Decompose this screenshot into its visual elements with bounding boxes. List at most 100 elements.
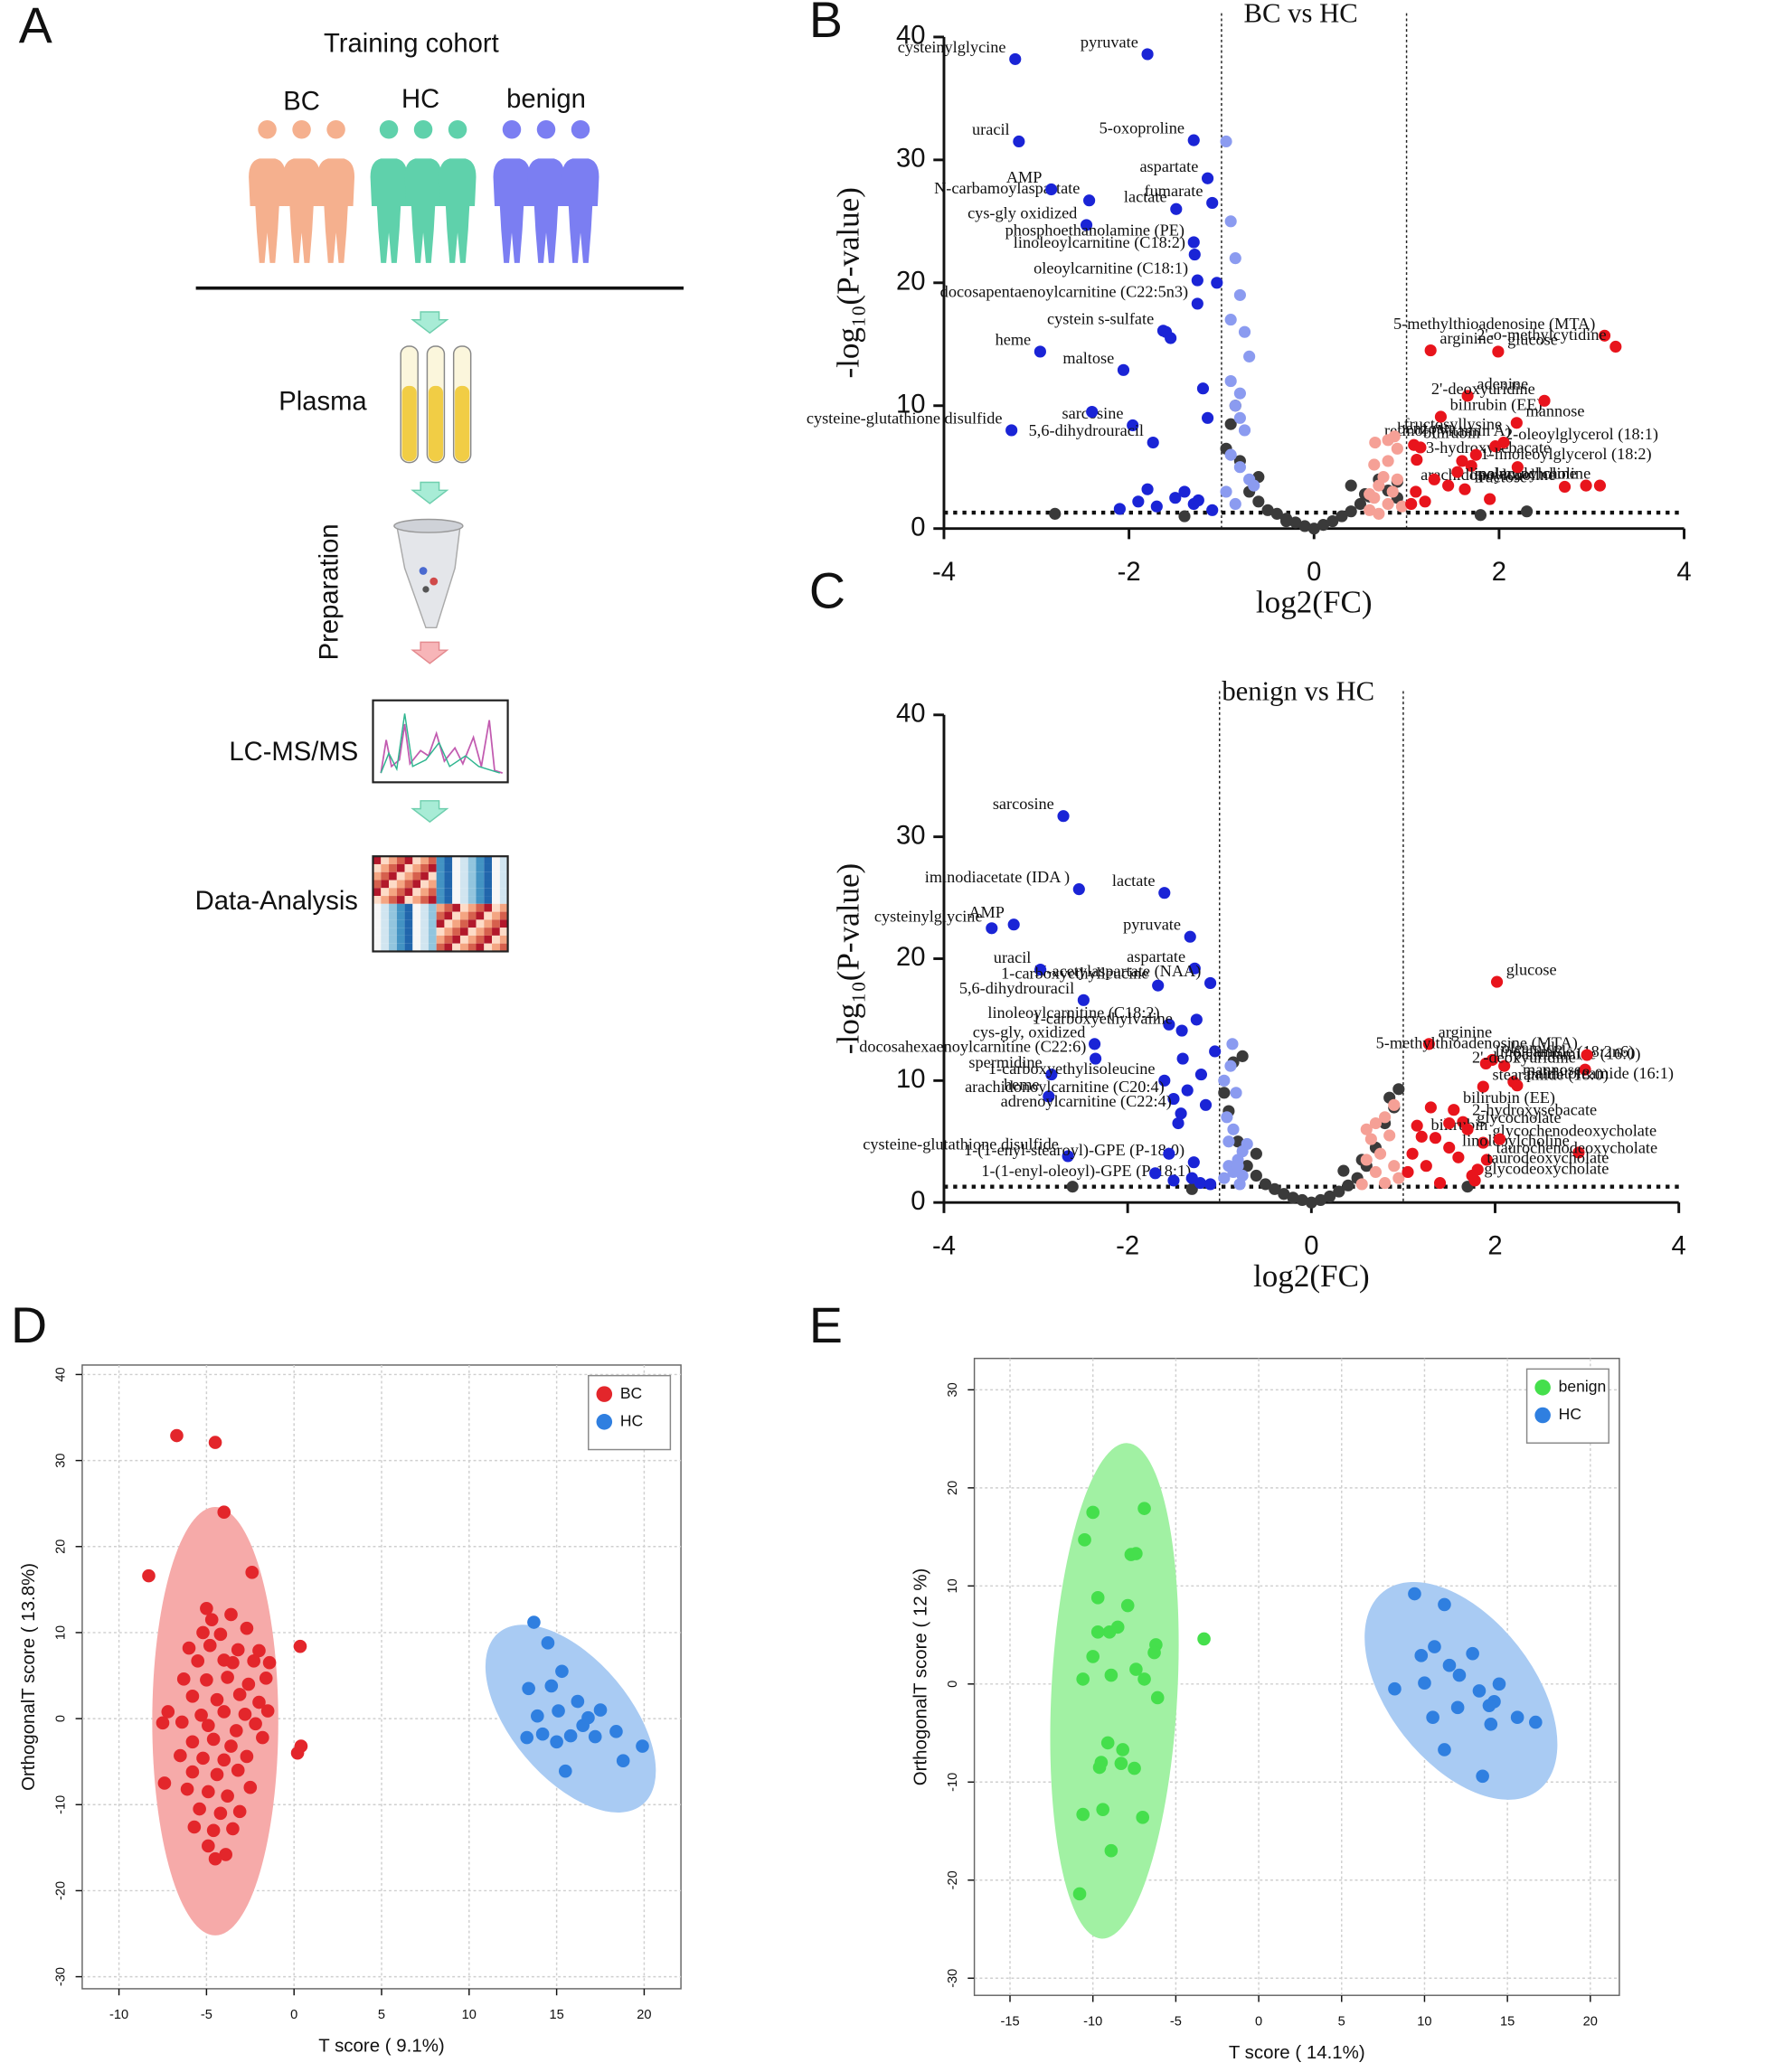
data-point [1579, 1063, 1591, 1076]
data-point [1158, 1074, 1171, 1087]
step-label: Data-Analysis [195, 887, 358, 916]
point-label: N-acetylaspartate (NAA) [1034, 962, 1201, 981]
arrow [411, 481, 449, 504]
point-label: pyruvate [1123, 916, 1181, 934]
y-tick-label: 10 [896, 1065, 926, 1094]
point-label: phosphoethanolamine (PE) [1005, 221, 1185, 240]
x-tick-label: 20 [637, 2008, 651, 2022]
data-point [1080, 219, 1093, 231]
heat-cell [444, 943, 453, 952]
data-point [1369, 1116, 1383, 1130]
data-point [1422, 1038, 1435, 1050]
heat-cell [396, 903, 405, 912]
x-tick-label: 10 [1417, 2014, 1431, 2029]
data-point [176, 1672, 191, 1686]
heat-cell [436, 919, 445, 928]
data-point [1232, 1135, 1244, 1148]
data-point [1086, 405, 1099, 419]
data-point [213, 1806, 228, 1821]
heat-cell [499, 880, 508, 889]
data-point [224, 1607, 238, 1622]
data-point [224, 1739, 238, 1753]
data-point [238, 1708, 252, 1721]
data-point [1204, 976, 1217, 990]
data-point [1414, 1649, 1429, 1662]
panel-label: A [19, 0, 52, 53]
heat-cell [499, 928, 508, 936]
heat-cell [499, 911, 508, 920]
data-point [1110, 1620, 1125, 1634]
data-point [1238, 424, 1251, 437]
data-point [1078, 1533, 1091, 1547]
data-point [1538, 394, 1551, 407]
data-point [1077, 994, 1090, 1006]
plasma [401, 385, 417, 462]
heat-cell [404, 911, 413, 920]
data-point [1490, 975, 1504, 988]
data-point [1443, 1141, 1456, 1154]
point-label: linoleamide (18:2n6) [1496, 1042, 1635, 1061]
data-point [1229, 400, 1241, 412]
data-point [1045, 1069, 1058, 1081]
data-point [1034, 964, 1047, 976]
heat-cell [389, 863, 397, 872]
data-point [1511, 1079, 1524, 1092]
data-point [1241, 1137, 1253, 1151]
data-point [616, 1754, 630, 1768]
heat-cell [459, 888, 468, 897]
heat-cell [452, 911, 460, 920]
data-point [1057, 810, 1070, 823]
y-tick-label: 40 [896, 22, 926, 51]
point-label: 5-oxoproline [1100, 119, 1185, 137]
heat-cell [373, 911, 382, 920]
data-point [1456, 455, 1468, 467]
data-point [1187, 134, 1200, 146]
heat-cell [381, 928, 390, 936]
heat-cell [373, 888, 382, 897]
data-point [1420, 1160, 1432, 1173]
data-point [1206, 504, 1219, 516]
heat-cell [396, 888, 405, 897]
data-point [1104, 1843, 1118, 1858]
data-point [208, 1436, 222, 1449]
data-point [1149, 1167, 1162, 1180]
heat-cell [492, 880, 500, 889]
data-point [1072, 883, 1085, 896]
legend-swatch [1534, 1380, 1551, 1396]
heat-cell [492, 943, 500, 952]
data-point [1184, 930, 1196, 943]
data-point [1090, 1052, 1102, 1065]
point-label: sarcosine [993, 795, 1054, 813]
data-point [1045, 183, 1058, 196]
heat-cell [373, 871, 382, 881]
heat-cell [499, 856, 508, 864]
data-point [1117, 363, 1130, 376]
data-point [185, 1765, 200, 1779]
heat-cell [412, 880, 421, 889]
data-point [1289, 516, 1302, 529]
step-label: Preparation [315, 523, 344, 660]
heat-cell [476, 928, 485, 936]
point-label: 5,6-dihydrouracil [959, 979, 1074, 997]
x-tick-label: -4 [932, 558, 956, 587]
data-point [1233, 387, 1246, 400]
data-point [550, 1735, 563, 1749]
data-point [636, 1739, 649, 1753]
data-point [1438, 1743, 1451, 1756]
heat-cell [428, 880, 437, 889]
heat-cell [412, 935, 421, 944]
heat-cell [476, 919, 485, 928]
data-point [1482, 1699, 1496, 1712]
confidence-ellipse [1364, 1581, 1558, 1800]
heat-cell [452, 871, 460, 881]
chromatogram [380, 713, 501, 774]
x-tick-label: -5 [201, 2008, 212, 2022]
data-point [252, 1695, 266, 1709]
heat-cell [484, 919, 493, 928]
point-label: glucose [1507, 330, 1558, 348]
data-point [219, 1848, 232, 1861]
heat-cell [452, 928, 460, 936]
heat-cell [420, 919, 429, 928]
y-tick-label: 20 [53, 1540, 68, 1554]
heat-cell [484, 903, 493, 912]
